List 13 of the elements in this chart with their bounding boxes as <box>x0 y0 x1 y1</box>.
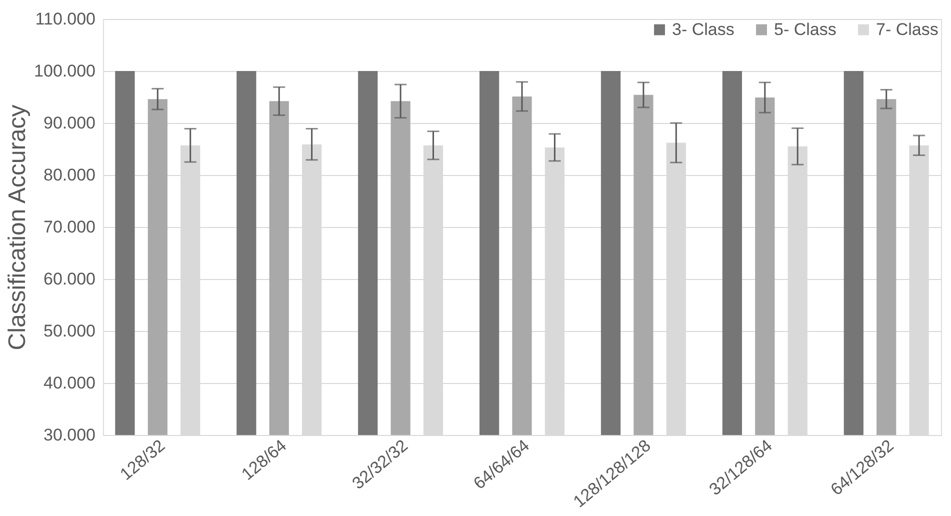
legend-label: 7- Class <box>876 20 938 39</box>
y-tick-label: 90.000 <box>44 114 96 132</box>
y-tick-label: 30.000 <box>44 426 96 444</box>
y-tick-label: 100.000 <box>34 62 96 80</box>
legend-label: 3- Class <box>672 20 734 39</box>
y-tick-label: 80.000 <box>44 166 96 184</box>
y-tick-label: 70.000 <box>44 218 96 236</box>
y-tick-label: 60.000 <box>44 270 96 288</box>
y-tick-label: 50.000 <box>44 322 96 340</box>
y-tick-label: 110.000 <box>35 10 96 28</box>
y-tick-label: 40.000 <box>44 374 96 392</box>
y-axis-title: Classification Accuracy <box>4 104 32 350</box>
legend-label: 5- Class <box>774 20 836 39</box>
